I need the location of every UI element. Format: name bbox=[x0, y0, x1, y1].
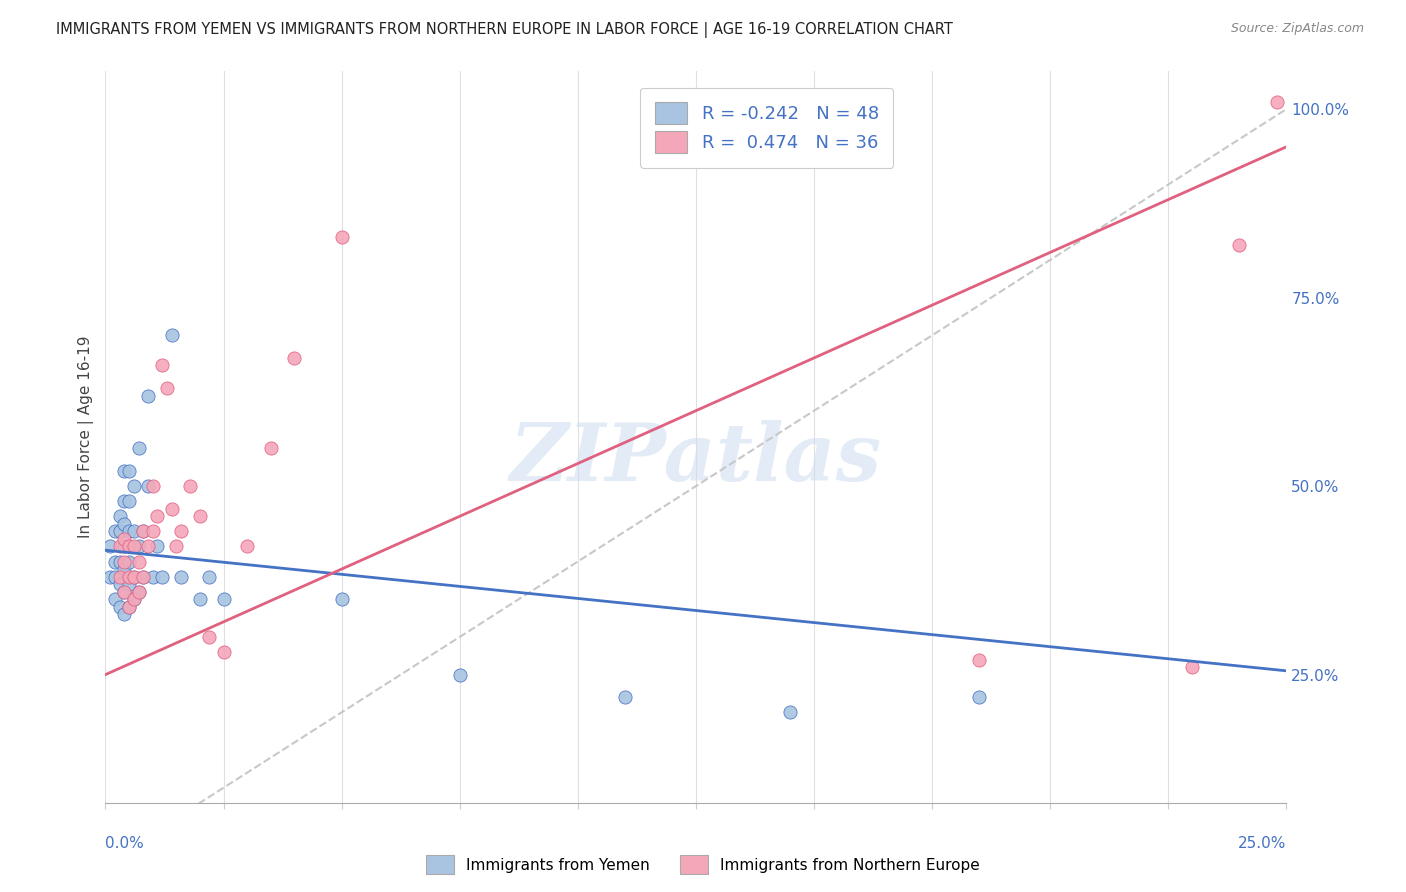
Text: IMMIGRANTS FROM YEMEN VS IMMIGRANTS FROM NORTHERN EUROPE IN LABOR FORCE | AGE 16: IMMIGRANTS FROM YEMEN VS IMMIGRANTS FROM… bbox=[56, 22, 953, 38]
Point bbox=[98, 540, 121, 554]
Point bbox=[969, 652, 991, 666]
Point bbox=[122, 569, 145, 583]
Point bbox=[136, 389, 159, 403]
Point bbox=[122, 569, 145, 583]
Point bbox=[136, 540, 159, 554]
Point bbox=[132, 569, 155, 583]
Text: Source: ZipAtlas.com: Source: ZipAtlas.com bbox=[1230, 22, 1364, 36]
Point bbox=[1227, 237, 1250, 252]
Point bbox=[160, 501, 183, 516]
Point bbox=[112, 494, 135, 508]
Point bbox=[104, 592, 127, 607]
Point bbox=[108, 540, 131, 554]
Point bbox=[330, 592, 353, 607]
Point bbox=[170, 524, 193, 539]
Point bbox=[283, 351, 305, 365]
Point bbox=[118, 599, 141, 614]
Point bbox=[1181, 660, 1204, 674]
Point bbox=[198, 569, 221, 583]
Point bbox=[112, 554, 135, 568]
Point bbox=[112, 516, 135, 531]
Point bbox=[118, 494, 141, 508]
Point bbox=[112, 584, 135, 599]
Point bbox=[112, 562, 135, 576]
Point bbox=[614, 690, 637, 705]
Point bbox=[98, 569, 121, 583]
Point bbox=[330, 230, 353, 244]
Point bbox=[128, 584, 150, 599]
Legend: Immigrants from Yemen, Immigrants from Northern Europe: Immigrants from Yemen, Immigrants from N… bbox=[420, 849, 986, 880]
Point bbox=[142, 524, 165, 539]
Point bbox=[779, 706, 801, 720]
Point bbox=[122, 592, 145, 607]
Point bbox=[108, 524, 131, 539]
Point bbox=[212, 645, 235, 659]
Point bbox=[118, 524, 141, 539]
Point bbox=[108, 509, 131, 524]
Point bbox=[128, 442, 150, 456]
Point bbox=[118, 554, 141, 568]
Point bbox=[118, 577, 141, 591]
Point bbox=[188, 592, 211, 607]
Point bbox=[108, 577, 131, 591]
Point bbox=[118, 540, 141, 554]
Point bbox=[179, 479, 201, 493]
Point bbox=[146, 540, 169, 554]
Point bbox=[104, 569, 127, 583]
Point bbox=[150, 359, 173, 373]
Point bbox=[160, 328, 183, 343]
Point bbox=[198, 630, 221, 644]
Point bbox=[122, 524, 145, 539]
Point bbox=[236, 540, 259, 554]
Point bbox=[122, 479, 145, 493]
Point bbox=[108, 599, 131, 614]
Point bbox=[212, 592, 235, 607]
Point bbox=[122, 592, 145, 607]
Point bbox=[108, 554, 131, 568]
Text: 25.0%: 25.0% bbox=[1239, 836, 1286, 851]
Point bbox=[122, 540, 145, 554]
Y-axis label: In Labor Force | Age 16-19: In Labor Force | Age 16-19 bbox=[79, 335, 94, 539]
Point bbox=[128, 540, 150, 554]
Point bbox=[104, 524, 127, 539]
Point bbox=[118, 599, 141, 614]
Point bbox=[1265, 95, 1288, 109]
Point bbox=[112, 540, 135, 554]
Point bbox=[170, 569, 193, 583]
Point bbox=[128, 584, 150, 599]
Point bbox=[165, 540, 187, 554]
Point bbox=[449, 667, 471, 681]
Point bbox=[132, 524, 155, 539]
Point bbox=[260, 442, 283, 456]
Point bbox=[136, 479, 159, 493]
Point bbox=[128, 554, 150, 568]
Point bbox=[132, 524, 155, 539]
Point bbox=[112, 464, 135, 478]
Point bbox=[188, 509, 211, 524]
Point bbox=[118, 464, 141, 478]
Point bbox=[150, 569, 173, 583]
Point bbox=[132, 569, 155, 583]
Text: ZIPatlas: ZIPatlas bbox=[510, 420, 882, 498]
Point bbox=[969, 690, 991, 705]
Legend: R = -0.242   N = 48, R =  0.474   N = 36: R = -0.242 N = 48, R = 0.474 N = 36 bbox=[640, 87, 893, 168]
Point bbox=[142, 479, 165, 493]
Text: 0.0%: 0.0% bbox=[105, 836, 145, 851]
Point bbox=[146, 509, 169, 524]
Point bbox=[112, 584, 135, 599]
Point bbox=[118, 569, 141, 583]
Point bbox=[108, 569, 131, 583]
Point bbox=[156, 381, 179, 395]
Point bbox=[142, 569, 165, 583]
Point bbox=[112, 607, 135, 622]
Point bbox=[104, 554, 127, 568]
Point bbox=[112, 532, 135, 546]
